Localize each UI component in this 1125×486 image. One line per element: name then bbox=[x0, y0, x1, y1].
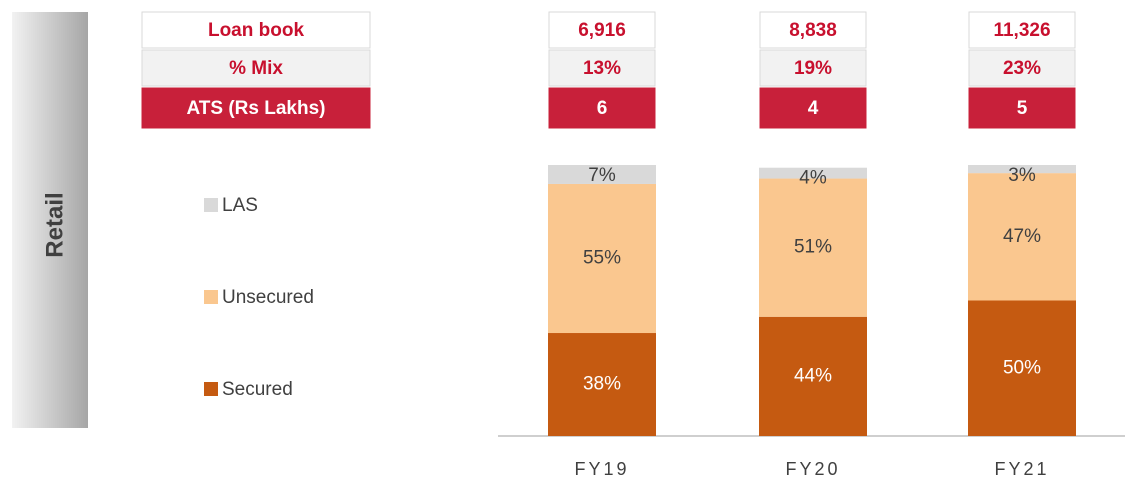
bar-segment bbox=[548, 333, 656, 436]
data-label: 3% bbox=[1008, 165, 1036, 186]
table-cell bbox=[548, 11, 656, 49]
cell-value: 23% bbox=[1003, 58, 1041, 79]
table-cell bbox=[759, 87, 867, 129]
legend-swatch bbox=[204, 198, 218, 212]
bar-segment bbox=[968, 165, 1076, 174]
legend-label: LAS bbox=[222, 195, 258, 216]
bar-segment bbox=[548, 183, 656, 334]
data-label: 51% bbox=[794, 237, 832, 258]
data-label: 55% bbox=[583, 248, 621, 269]
data-label: 44% bbox=[794, 365, 832, 386]
cell-value: 5 bbox=[1017, 98, 1028, 119]
row-label: Loan book bbox=[208, 20, 304, 41]
side-panel bbox=[12, 12, 88, 428]
data-label: 4% bbox=[799, 168, 827, 189]
bar-segment bbox=[968, 173, 1076, 301]
data-label: 47% bbox=[1003, 226, 1041, 247]
x-tick-label: FY21 bbox=[994, 459, 1049, 479]
data-label: 7% bbox=[588, 165, 616, 186]
legend-label: Secured bbox=[222, 379, 293, 400]
row-label: % Mix bbox=[229, 58, 283, 79]
cell-value: 6,916 bbox=[578, 20, 626, 41]
cell-value: 4 bbox=[808, 98, 819, 119]
table-cell bbox=[141, 87, 371, 129]
legend-label: Unsecured bbox=[222, 287, 314, 308]
data-label: 38% bbox=[583, 374, 621, 395]
table-cell bbox=[141, 49, 371, 87]
table-cell bbox=[548, 87, 656, 129]
data-label: 50% bbox=[1003, 357, 1041, 378]
legend-swatch bbox=[204, 290, 218, 304]
side-label: Retail bbox=[41, 192, 68, 257]
table-cell bbox=[968, 11, 1076, 49]
bar-segment bbox=[759, 178, 867, 317]
table-cell bbox=[968, 49, 1076, 87]
table-cell bbox=[759, 49, 867, 87]
bar-segment bbox=[759, 167, 867, 179]
table-cell bbox=[968, 87, 1076, 129]
cell-value: 11,326 bbox=[993, 20, 1050, 41]
table-cell bbox=[141, 11, 371, 49]
table-cell bbox=[759, 11, 867, 49]
cell-value: 8,838 bbox=[789, 20, 837, 41]
x-tick-label: FY19 bbox=[574, 459, 629, 479]
cell-value: 19% bbox=[794, 58, 832, 79]
bar-segment bbox=[968, 300, 1076, 436]
bar-segment bbox=[759, 316, 867, 436]
cell-value: 6 bbox=[597, 98, 608, 119]
bar-segment bbox=[548, 165, 656, 184]
table-cell bbox=[548, 49, 656, 87]
cell-value: 13% bbox=[583, 58, 621, 79]
legend-swatch bbox=[204, 382, 218, 396]
x-tick-label: FY20 bbox=[785, 459, 840, 479]
row-label: ATS (Rs Lakhs) bbox=[186, 98, 325, 119]
